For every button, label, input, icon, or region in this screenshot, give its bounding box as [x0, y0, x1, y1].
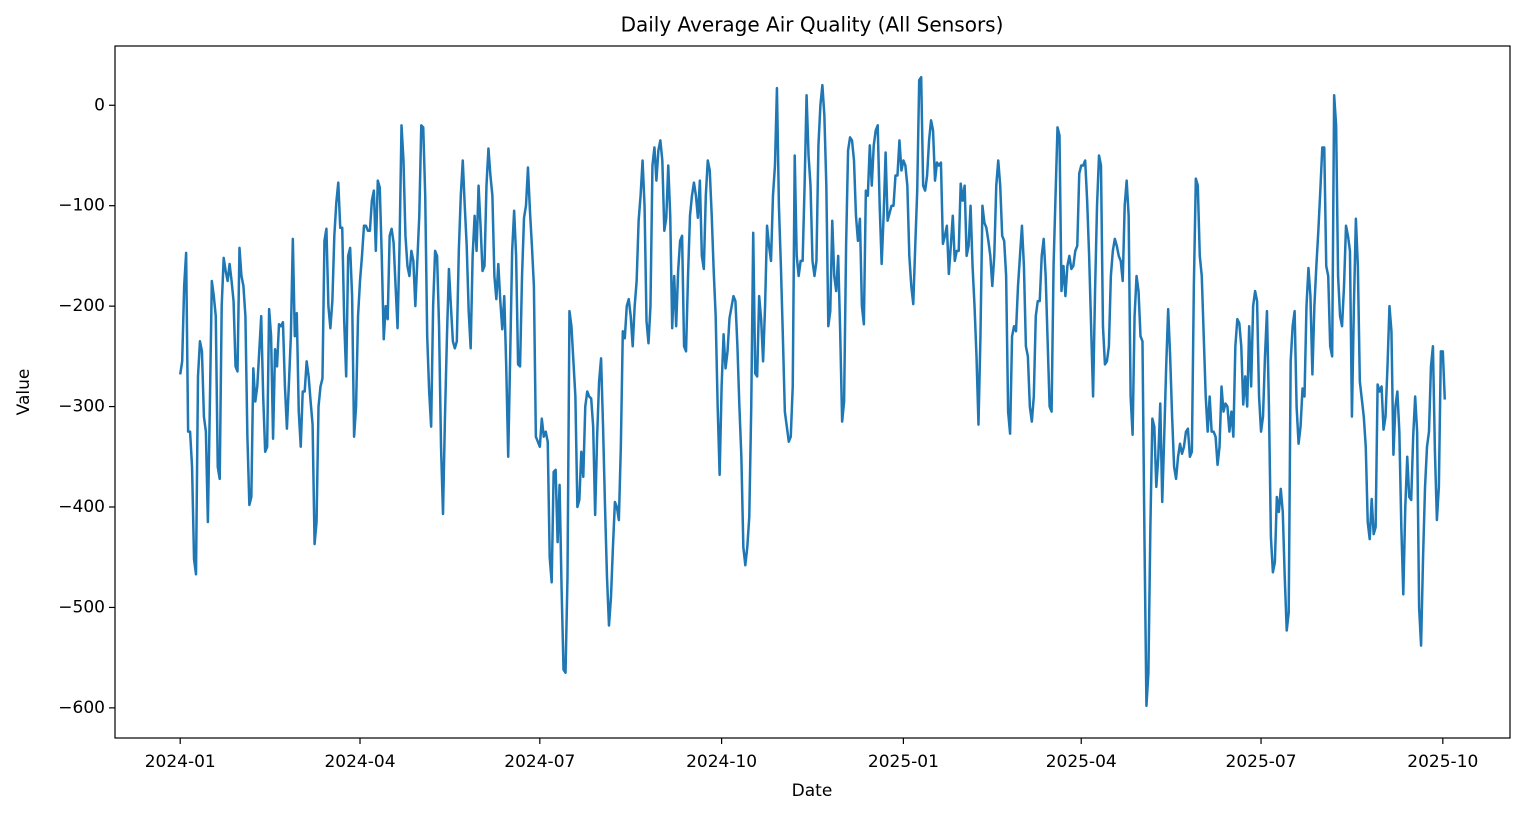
y-tick-label: −100	[58, 196, 105, 216]
y-tick-label: −300	[58, 397, 105, 417]
x-tick-label: 2024-07	[504, 752, 575, 772]
data-line	[178, 75, 1447, 708]
x-tick-label: 2024-01	[145, 752, 216, 772]
x-tick-label: 2025-04	[1046, 752, 1117, 772]
y-tick-label: −600	[58, 698, 105, 718]
chart-title: Daily Average Air Quality (All Sensors)	[621, 13, 1004, 37]
x-tick-label: 2025-07	[1226, 752, 1297, 772]
x-tick-label: 2025-10	[1407, 752, 1478, 772]
y-tick-label: −200	[58, 296, 105, 316]
y-tick-label: 0	[94, 95, 105, 115]
y-tick-label: −400	[58, 497, 105, 517]
y-axis-label: Value	[14, 369, 34, 416]
x-tick-label: 2024-04	[324, 752, 395, 772]
x-tick-label: 2025-01	[868, 752, 939, 772]
plot-frame	[114, 45, 1511, 739]
y-tick-label: −500	[58, 597, 105, 617]
x-tick-label: 2024-10	[686, 752, 757, 772]
x-axis-label: Date	[792, 781, 833, 801]
